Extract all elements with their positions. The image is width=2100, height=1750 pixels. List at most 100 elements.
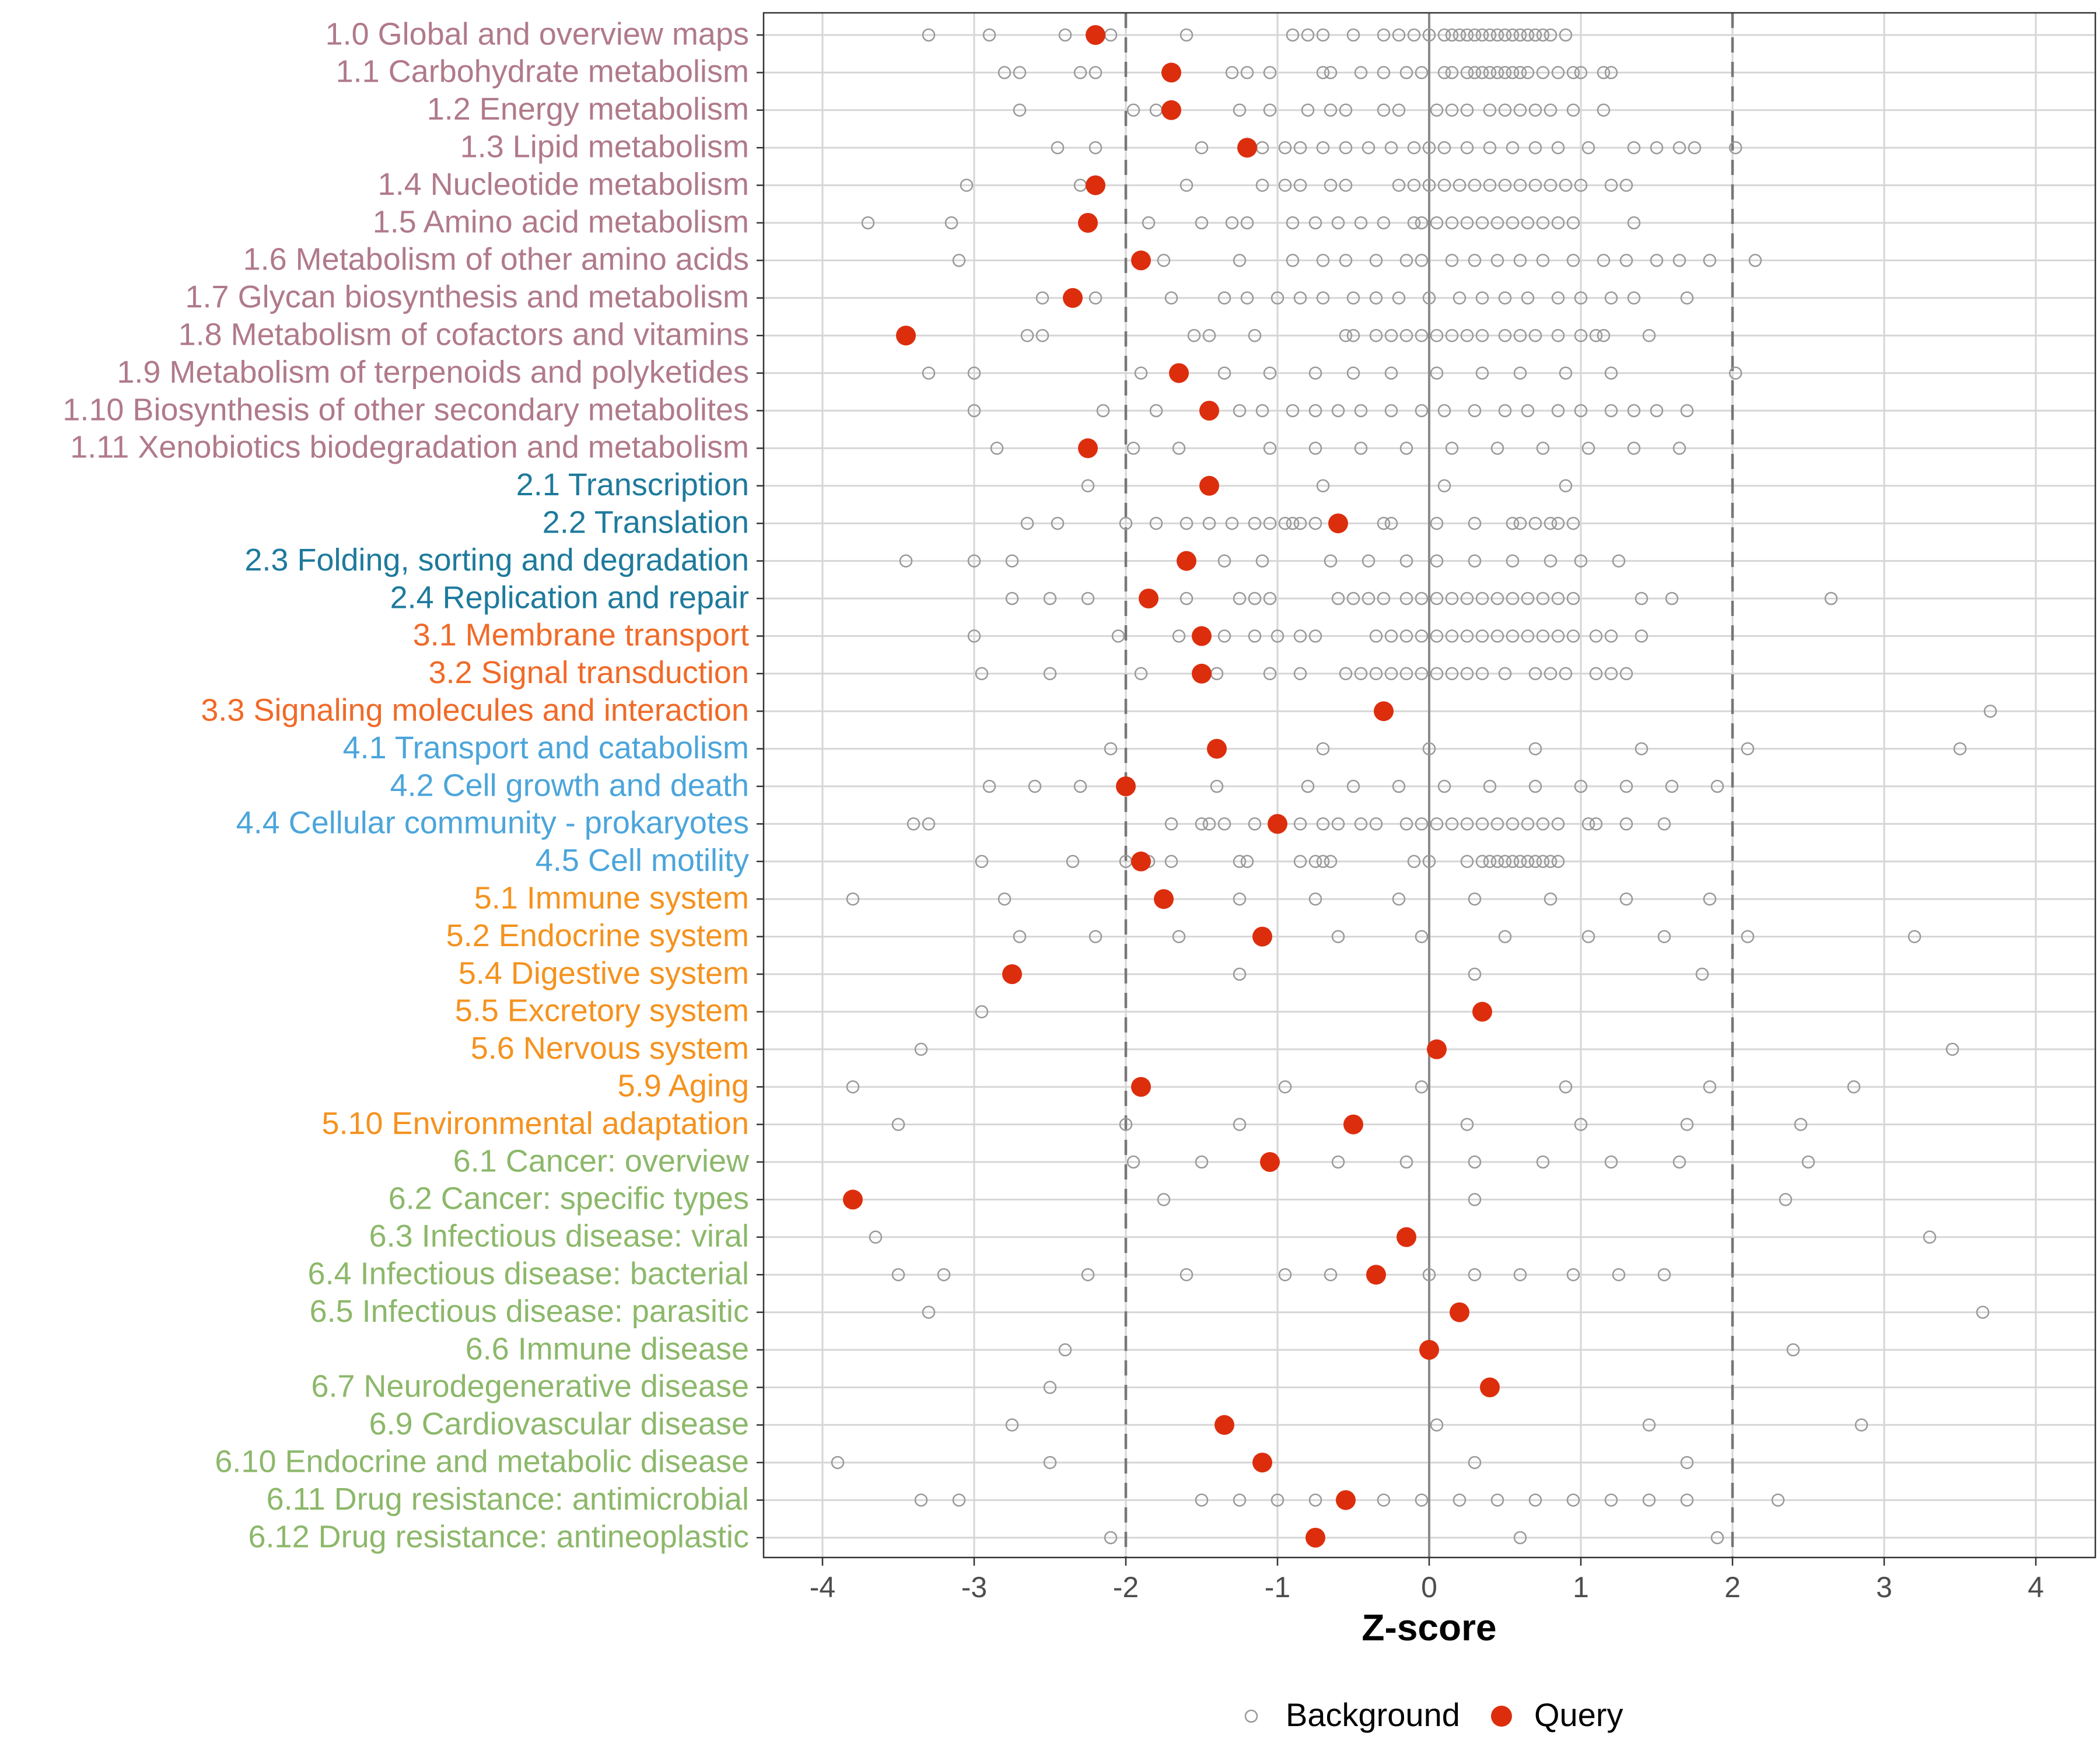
background-point: [1566, 254, 1580, 267]
background-point: [1081, 479, 1095, 493]
category-label: 1.3 Lipid metabolism: [460, 129, 749, 164]
background-point: [1536, 216, 1550, 230]
background-point: [1672, 141, 1686, 155]
background-point: [1225, 516, 1239, 530]
category-label: 6.2 Cancer: specific types: [388, 1181, 749, 1216]
category-label: 2.2 Translation: [542, 505, 749, 540]
background-point: [1020, 328, 1034, 342]
category-label: 6.4 Infectious disease: bacterial: [308, 1256, 749, 1291]
background-point: [1142, 216, 1156, 230]
background-point: [1672, 1155, 1686, 1169]
background-point: [990, 442, 1004, 455]
background-point: [1513, 855, 1527, 869]
background-point: [1460, 629, 1474, 643]
background-point: [1521, 629, 1535, 643]
background-point: [1513, 28, 1527, 42]
category-label: 4.4 Cellular community - prokaryotes: [236, 806, 749, 841]
background-point: [1597, 328, 1611, 342]
background-point: [1559, 28, 1573, 42]
reference-lines: [1124, 13, 1734, 1558]
background-point: [1475, 66, 1489, 79]
background-point: [1513, 66, 1527, 79]
background-point: [1566, 103, 1580, 117]
background-point: [1657, 817, 1671, 831]
background-point: [1058, 1343, 1072, 1357]
background-point: [1308, 442, 1322, 455]
background-point: [1506, 66, 1520, 79]
background-point: [1468, 1155, 1482, 1169]
category-label: 6.6 Immune disease: [466, 1331, 749, 1366]
background-point: [1399, 817, 1413, 831]
x-axis: -4 -3 -2 -1 0 1 2 3 4: [810, 1558, 2044, 1604]
query-point: [1139, 589, 1158, 608]
x-tick-label: 2: [1724, 1571, 1741, 1604]
background-point: [1475, 291, 1489, 305]
background-point: [1126, 442, 1140, 455]
background-point: [1460, 28, 1474, 42]
background-point: [1506, 554, 1520, 568]
background-point: [1369, 291, 1383, 305]
background-point: [1369, 667, 1383, 681]
background-point: [1043, 1455, 1057, 1469]
background-point: [1604, 629, 1618, 643]
query-point: [1063, 288, 1083, 308]
background-point: [1202, 516, 1216, 530]
background-point: [967, 629, 981, 643]
background-point: [1316, 254, 1330, 267]
category-label: 1.7 Glycan biosynthesis and metabolism: [186, 279, 750, 314]
query-point: [1472, 1002, 1492, 1022]
query-point: [1237, 138, 1257, 158]
query-point: [1480, 1377, 1500, 1398]
background-point: [1233, 1118, 1247, 1131]
background-point: [1642, 1418, 1656, 1432]
background-point: [1195, 1493, 1209, 1507]
background-point: [1728, 366, 1742, 380]
query-point: [1207, 738, 1227, 759]
background-point: [1339, 254, 1353, 267]
background-point: [1490, 442, 1504, 455]
background-point: [1415, 667, 1429, 681]
background-point: [1126, 1155, 1140, 1169]
category-label: 1.0 Global and overview maps: [326, 16, 749, 51]
background-point: [1786, 1343, 1800, 1357]
background-point: [1263, 667, 1277, 681]
background-point: [1634, 629, 1648, 643]
background-point: [1331, 930, 1345, 943]
background-point: [1544, 892, 1558, 906]
background-point: [1483, 103, 1497, 117]
x-axis-title: Z-score: [1362, 1606, 1496, 1648]
background-point: [1415, 328, 1429, 342]
background-point: [1407, 216, 1421, 230]
background-point: [1430, 516, 1444, 530]
background-point: [869, 1230, 883, 1244]
background-point: [1506, 516, 1520, 530]
background-point: [1308, 629, 1322, 643]
background-point: [1180, 516, 1194, 530]
background-point: [1430, 629, 1444, 643]
category-label: 5.1 Immune system: [474, 880, 749, 915]
background-point: [1468, 178, 1482, 192]
background-point: [1544, 28, 1558, 42]
category-label: 3.3 Signaling molecules and interaction: [201, 692, 749, 727]
background-point: [1854, 1418, 1868, 1432]
background-point: [1680, 1493, 1694, 1507]
background-point: [1566, 216, 1580, 230]
background-point: [1703, 254, 1717, 267]
query-point: [1177, 551, 1196, 571]
background-point: [1392, 892, 1406, 906]
background-point: [1528, 742, 1542, 755]
background-point: [1581, 817, 1595, 831]
background-point: [1521, 817, 1535, 831]
background-point: [1384, 404, 1398, 418]
background-point: [982, 779, 996, 793]
background-point: [1415, 1493, 1429, 1507]
background-point: [1650, 404, 1664, 418]
background-point: [1445, 328, 1459, 342]
background-point: [1657, 930, 1671, 943]
background-point: [1779, 1193, 1793, 1206]
background-point: [1801, 1155, 1815, 1169]
category-label: 1.5 Amino acid metabolism: [373, 204, 749, 239]
background-point: [1301, 103, 1315, 117]
background-point: [967, 404, 981, 418]
background-point: [1536, 442, 1550, 455]
